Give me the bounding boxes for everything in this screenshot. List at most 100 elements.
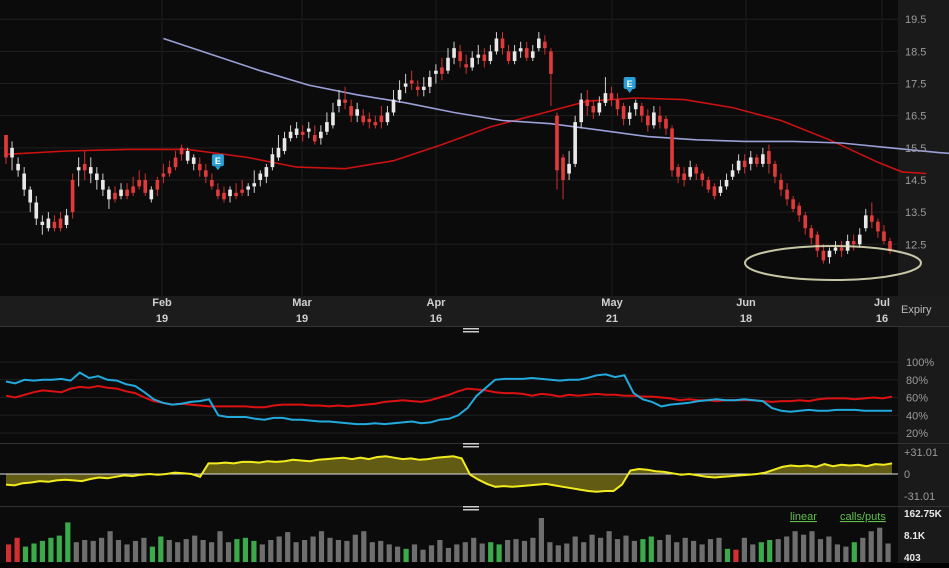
candle-body	[458, 51, 462, 62]
candle	[240, 179, 244, 197]
candle	[288, 125, 293, 142]
panel-divider-1[interactable]	[0, 326, 949, 333]
candle-body	[167, 167, 172, 174]
candle	[403, 73, 408, 94]
volume-bar	[843, 546, 849, 562]
candle	[28, 186, 33, 213]
calls-puts-link[interactable]: calls/puts	[840, 511, 886, 523]
volume-bar	[242, 537, 248, 562]
candle-body	[761, 154, 765, 164]
volume-bar	[428, 545, 435, 562]
volume-bar	[657, 540, 663, 562]
candle	[46, 212, 51, 232]
candle	[391, 89, 396, 116]
price-tick-label: 15.5	[905, 143, 926, 155]
volume-bar	[631, 540, 637, 562]
candle-body	[821, 250, 826, 261]
candle-body	[70, 179, 75, 213]
earnings-marker-box	[211, 154, 224, 167]
candle	[428, 70, 432, 94]
volume-bar	[454, 544, 460, 562]
candle-body	[748, 157, 753, 164]
candle	[76, 157, 81, 187]
candle-body	[40, 221, 45, 225]
candle	[676, 163, 680, 184]
candle	[555, 112, 559, 190]
candle	[191, 154, 196, 171]
candle	[488, 44, 493, 65]
volume-bar	[775, 539, 781, 562]
candle-body	[240, 189, 244, 193]
iv-tick-label: 100%	[906, 357, 934, 369]
candle	[113, 186, 117, 203]
volume-bar	[225, 542, 232, 562]
earnings-marker: E	[623, 77, 636, 94]
candle	[718, 179, 723, 197]
volume-bar	[462, 542, 468, 562]
volume-bar	[572, 536, 578, 562]
candlesticks	[4, 32, 892, 264]
candle	[639, 102, 644, 123]
earnings-markers: EE	[211, 77, 636, 171]
candle	[688, 160, 693, 180]
difference-tick-label: +31.01	[904, 447, 938, 459]
candle-body	[143, 179, 148, 193]
candle	[682, 167, 686, 187]
candle	[4, 134, 8, 164]
candle-body	[742, 160, 747, 168]
candle	[518, 41, 523, 58]
candle	[300, 125, 305, 142]
candle	[585, 89, 590, 116]
candle	[839, 241, 844, 258]
candle	[791, 196, 795, 213]
volume-bar	[259, 544, 265, 562]
price-tick-label: 16.5	[905, 111, 926, 123]
candle	[876, 218, 880, 238]
month-label: Apr	[427, 297, 447, 309]
candle	[767, 144, 771, 174]
day-label: 21	[606, 313, 618, 325]
day-label: 16	[430, 313, 442, 325]
candle-body	[500, 38, 505, 49]
volume-bar	[302, 540, 308, 562]
candle-body	[524, 48, 529, 58]
difference-tick-label: -31.01	[904, 491, 935, 503]
candle-body	[258, 173, 263, 180]
candle-body	[839, 247, 844, 251]
candle-body	[815, 234, 820, 251]
day-label: 16	[876, 313, 888, 325]
earnings-marker-box	[623, 77, 636, 90]
candle-body	[403, 83, 408, 87]
candle-body	[294, 128, 299, 135]
volume-bar	[589, 534, 595, 562]
candle-body	[882, 231, 886, 242]
panel-divider-2[interactable]	[0, 443, 949, 448]
month-label: Mar	[292, 297, 312, 309]
candle-body	[549, 51, 553, 74]
candle	[270, 147, 275, 171]
candle	[155, 176, 160, 197]
volume-bar	[361, 531, 367, 562]
date-axis: Expiry Feb 19 Mar 19 Apr 16 May 21 Jun 18 Jul 16	[152, 297, 932, 325]
candle	[234, 183, 238, 200]
volume-bar	[724, 548, 731, 562]
candle	[228, 186, 232, 203]
earnings-marker: E	[211, 154, 224, 171]
volume-bar	[132, 540, 139, 562]
candle	[306, 122, 311, 139]
panel-divider-3[interactable]	[0, 506, 949, 511]
candle-body	[567, 163, 571, 174]
volume-bar	[606, 531, 612, 562]
candle-body	[349, 106, 353, 116]
candle	[125, 183, 129, 200]
candle	[524, 41, 529, 62]
candle-body	[161, 173, 166, 177]
volume-bar	[158, 536, 164, 562]
candle	[415, 80, 420, 97]
volume-bar	[403, 548, 409, 562]
candle	[500, 32, 505, 55]
linear-link[interactable]: linear	[790, 511, 817, 523]
volume-bar	[82, 540, 88, 562]
volume-bar	[251, 540, 257, 562]
candle	[246, 183, 251, 197]
